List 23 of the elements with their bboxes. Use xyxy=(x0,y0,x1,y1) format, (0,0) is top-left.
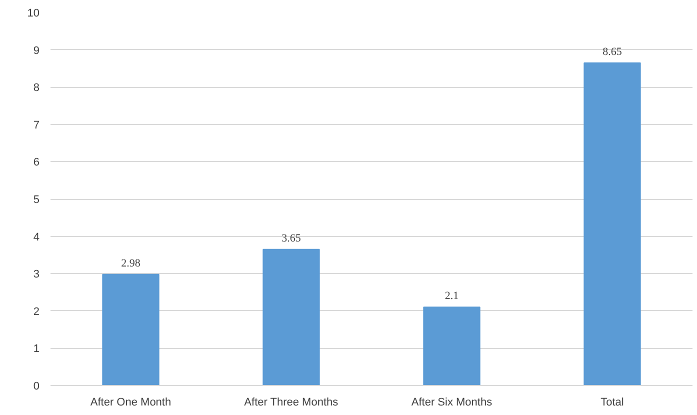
y-tick-label: 6 xyxy=(33,156,40,169)
y-tick-label: 0 xyxy=(33,380,40,392)
data-label: 8.65 xyxy=(602,46,622,58)
y-tick-label: 9 xyxy=(33,44,40,57)
y-tick-label: 2 xyxy=(33,306,40,318)
bar xyxy=(262,248,320,386)
data-label: 3.65 xyxy=(282,232,302,244)
x-tick-label: After One Month xyxy=(90,396,172,408)
x-tick-label: After Six Months xyxy=(411,396,493,408)
data-label: 2.98 xyxy=(121,257,141,270)
y-tick-label: 1 xyxy=(33,343,40,356)
bar xyxy=(102,274,160,386)
y-tick-label: 8 xyxy=(33,82,40,94)
bar xyxy=(423,306,480,386)
y-tick-label: 4 xyxy=(33,231,40,244)
x-tick-label: After Three Months xyxy=(244,396,339,408)
bar xyxy=(584,62,641,386)
y-tick-label: 3 xyxy=(33,268,40,281)
x-tick-label: Total xyxy=(600,396,624,408)
data-label: 2.1 xyxy=(444,290,459,302)
y-tick-label: 5 xyxy=(33,194,40,206)
y-tick-label: 10 xyxy=(27,8,40,20)
y-tick-label: 7 xyxy=(33,119,40,132)
